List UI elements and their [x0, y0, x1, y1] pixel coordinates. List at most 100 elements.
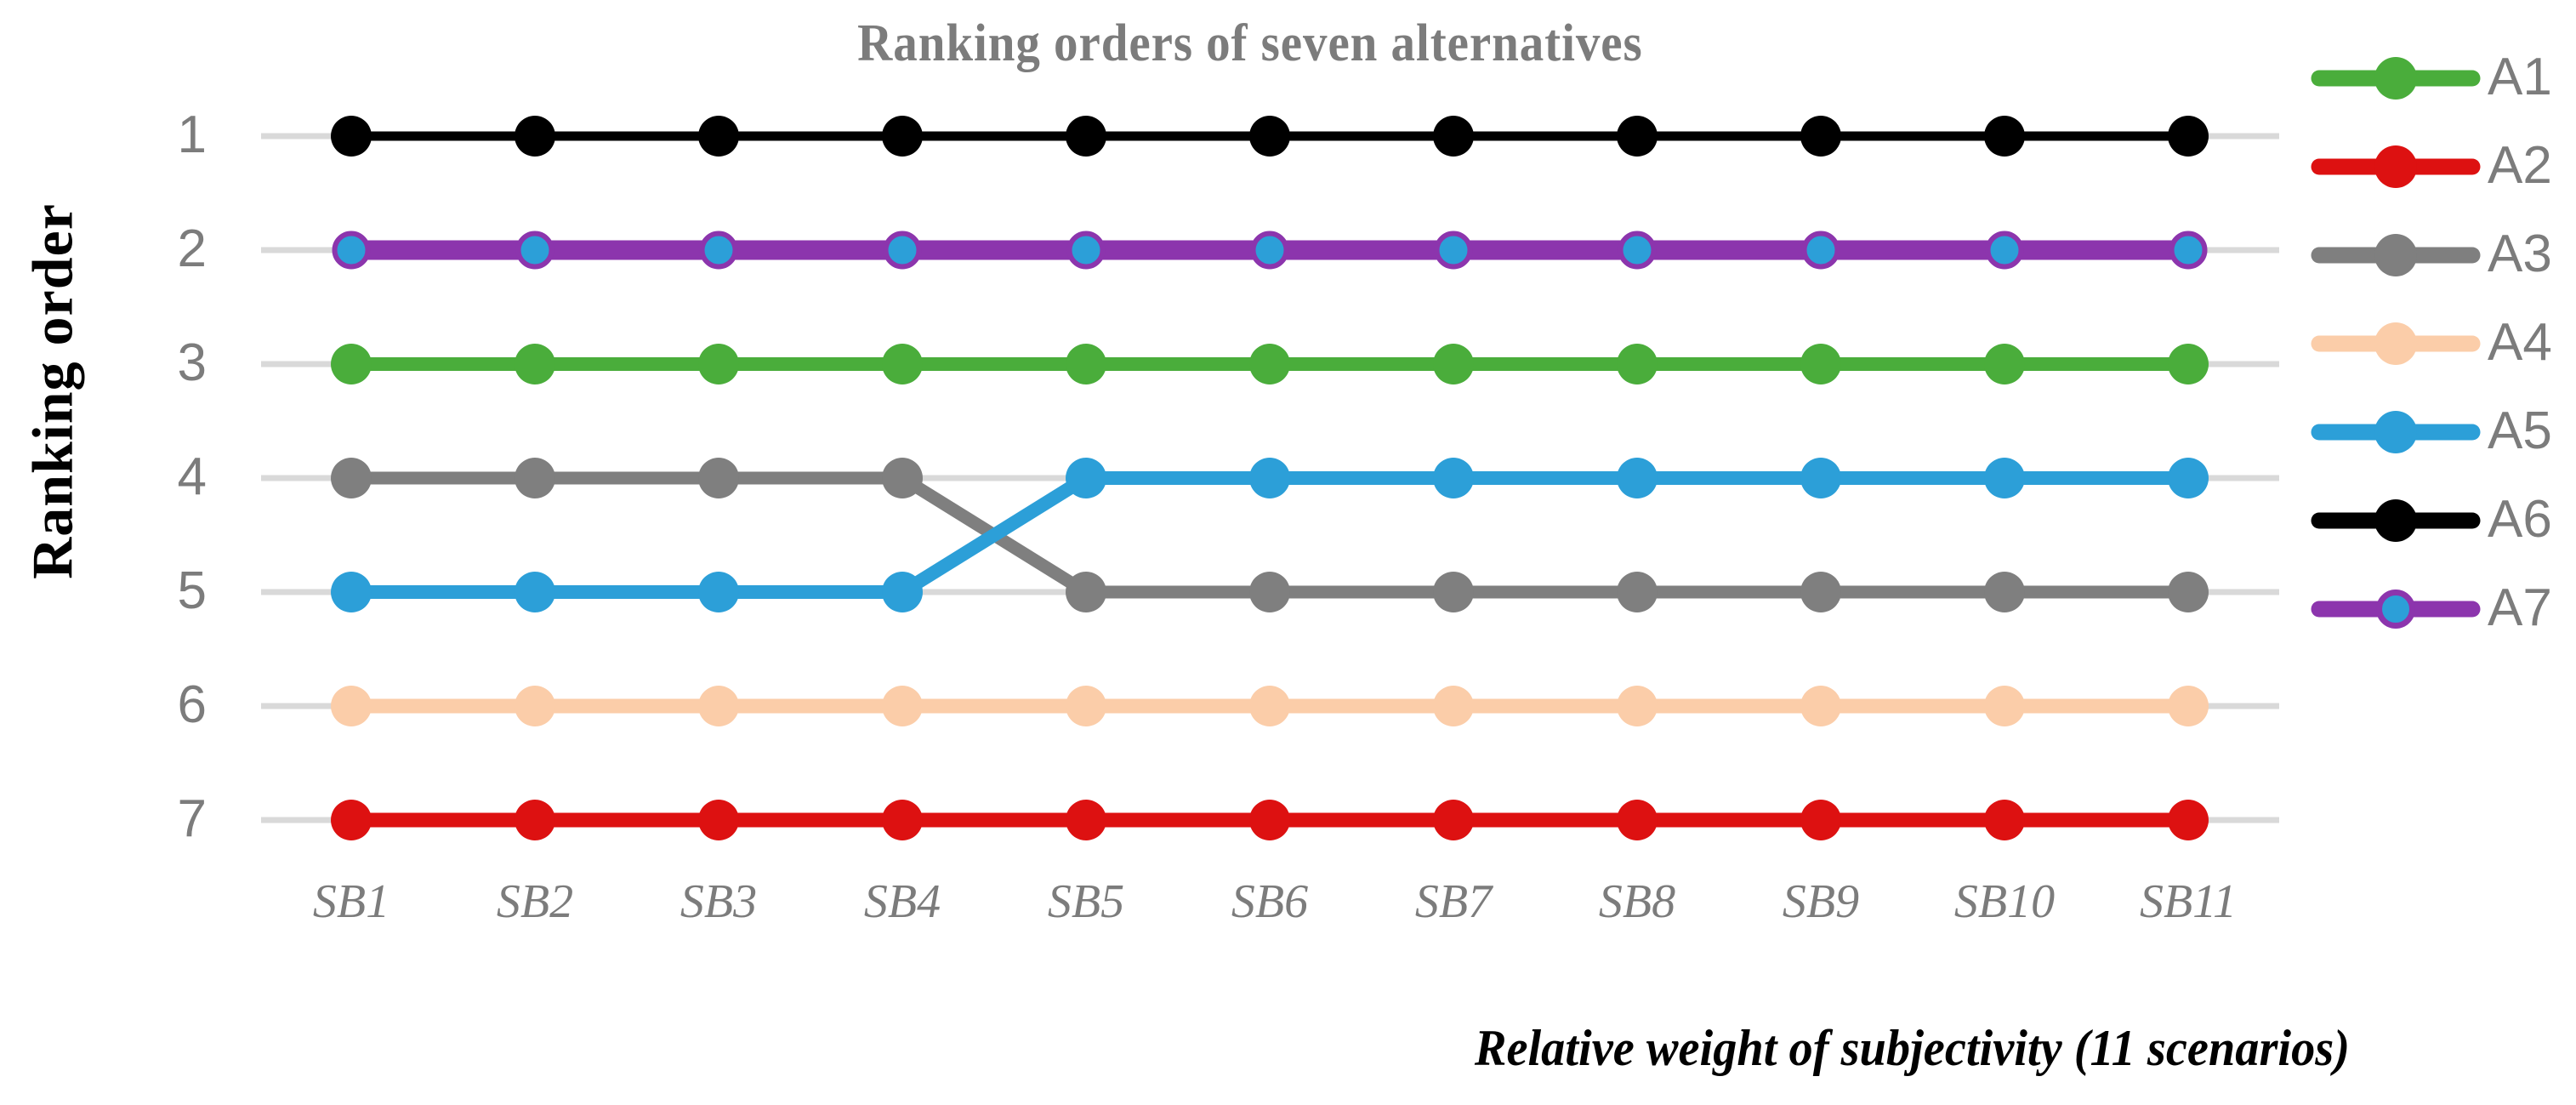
data-point-A4-SB5 [1066, 686, 1106, 726]
data-point-A1-SB6 [1249, 344, 1290, 384]
data-point-A5-SB9 [1800, 458, 1841, 498]
legend-swatch-marker-A3 [2374, 234, 2417, 276]
data-point-A5-SB11 [2168, 458, 2209, 498]
legend-swatch-marker-A6 [2374, 499, 2417, 542]
data-point-A6-SB5 [1066, 116, 1106, 157]
data-point-A6-SB8 [1617, 116, 1658, 157]
legend-swatch-marker-A5 [2374, 411, 2417, 453]
data-point-A5-SB3 [698, 572, 739, 612]
data-point-A7-SB8 [1618, 231, 1657, 270]
data-point-A7-SB7 [1434, 231, 1473, 270]
legend-label-A3: A3 [2488, 224, 2552, 283]
y-tick-label-5: 5 [177, 561, 207, 620]
data-point-A7-SB10 [1985, 231, 2024, 270]
data-point-A7-SB4 [883, 231, 922, 270]
data-point-A7-SB1 [332, 231, 371, 270]
data-point-A6-SB7 [1433, 116, 1474, 157]
data-point-A5-SB2 [515, 572, 555, 612]
x-tick-label-SB11: SB11 [2139, 875, 2238, 928]
y-tick-label-2: 2 [177, 219, 207, 278]
data-point-A1-SB7 [1433, 344, 1474, 384]
data-point-A1-SB5 [1066, 344, 1106, 384]
y-tick-label-6: 6 [177, 675, 207, 734]
data-point-A3-SB3 [698, 458, 739, 498]
x-tick-label-SB3: SB3 [680, 875, 758, 928]
data-point-A2-SB10 [1984, 800, 2025, 840]
data-point-A3-SB1 [331, 458, 372, 498]
data-point-A4-SB10 [1984, 686, 2025, 726]
data-point-A7-SB2 [515, 231, 554, 270]
x-tick-label-SB1: SB1 [312, 875, 390, 928]
data-point-A5-SB5 [1066, 458, 1106, 498]
x-tick-label-SB4: SB4 [863, 875, 941, 928]
data-point-A1-SB10 [1984, 344, 2025, 384]
data-point-A5-SB6 [1249, 458, 1290, 498]
data-point-A6-SB6 [1249, 116, 1290, 157]
legend-label-A7: A7 [2488, 578, 2552, 637]
data-point-A3-SB5 [1066, 572, 1106, 612]
legend-swatch-marker-A2 [2374, 145, 2417, 188]
data-point-A5-SB10 [1984, 458, 2025, 498]
data-point-A7-SB9 [1801, 231, 1840, 270]
legend-label-A4: A4 [2488, 312, 2552, 372]
data-point-A1-SB8 [1617, 344, 1658, 384]
data-point-A7-SB3 [699, 231, 738, 270]
data-point-A3-SB9 [1800, 572, 1841, 612]
data-point-A6-SB10 [1984, 116, 2025, 157]
data-point-A5-SB8 [1617, 458, 1658, 498]
x-axis-title: Relative weight of subjectivity (11 scen… [1248, 1019, 2575, 1078]
legend-label-A1: A1 [2488, 47, 2552, 106]
data-point-A4-SB11 [2168, 686, 2209, 726]
data-point-A2-SB7 [1433, 800, 1474, 840]
data-point-A1-SB3 [698, 344, 739, 384]
legend-swatch-marker-A1 [2374, 57, 2417, 100]
data-point-A3-SB11 [2168, 572, 2209, 612]
data-point-A2-SB8 [1617, 800, 1658, 840]
data-point-A6-SB11 [2168, 116, 2209, 157]
y-tick-label-1: 1 [177, 105, 207, 164]
data-point-A5-SB4 [882, 572, 923, 612]
data-point-A2-SB9 [1800, 800, 1841, 840]
data-point-A7-SB11 [2169, 231, 2208, 270]
legend-label-A5: A5 [2488, 401, 2552, 460]
data-point-A4-SB7 [1433, 686, 1474, 726]
data-point-A1-SB9 [1800, 344, 1841, 384]
x-tick-label-SB7: SB7 [1414, 875, 1493, 928]
data-point-A2-SB4 [882, 800, 923, 840]
data-point-A2-SB5 [1066, 800, 1106, 840]
data-point-A2-SB6 [1249, 800, 1290, 840]
x-tick-label-SB2: SB2 [496, 875, 574, 928]
legend-label-A6: A6 [2488, 489, 2552, 549]
data-point-A1-SB4 [882, 344, 923, 384]
legend-swatch-marker-A4 [2374, 322, 2417, 365]
data-point-A4-SB6 [1249, 686, 1290, 726]
y-tick-label-3: 3 [177, 333, 207, 392]
data-point-A4-SB9 [1800, 686, 1841, 726]
x-tick-label-SB9: SB9 [1782, 875, 1860, 928]
data-point-A2-SB2 [515, 800, 555, 840]
data-point-A4-SB3 [698, 686, 739, 726]
x-tick-label-SB5: SB5 [1047, 875, 1125, 928]
data-point-A1-SB2 [515, 344, 555, 384]
data-point-A4-SB1 [331, 686, 372, 726]
y-tick-label-4: 4 [177, 447, 207, 506]
data-point-A3-SB7 [1433, 572, 1474, 612]
y-tick-label-7: 7 [177, 789, 207, 848]
data-point-A7-SB5 [1066, 231, 1106, 270]
data-point-A2-SB3 [698, 800, 739, 840]
data-point-A6-SB2 [515, 116, 555, 157]
x-tick-label-SB6: SB6 [1231, 875, 1309, 928]
data-point-A4-SB2 [515, 686, 555, 726]
data-point-A5-SB7 [1433, 458, 1474, 498]
data-point-A3-SB4 [882, 458, 923, 498]
x-tick-label-SB10: SB10 [1953, 875, 2056, 928]
x-axis-title-text: Relative weight of subjectivity (11 scen… [1474, 1020, 2350, 1076]
legend-label-A2: A2 [2488, 135, 2552, 195]
data-point-A5-SB1 [331, 572, 372, 612]
data-point-A1-SB1 [331, 344, 372, 384]
data-point-A3-SB2 [515, 458, 555, 498]
data-point-A7-SB6 [1250, 231, 1289, 270]
data-point-A3-SB8 [1617, 572, 1658, 612]
